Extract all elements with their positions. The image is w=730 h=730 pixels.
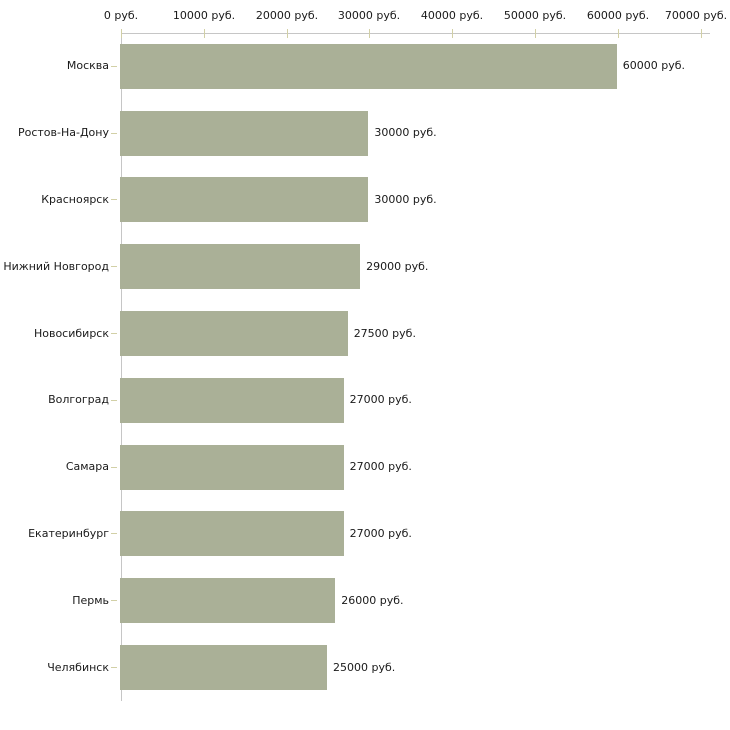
bar-row: Ростов-На-Дону 30000 руб. bbox=[0, 100, 730, 167]
x-axis-tick-label: 0 руб. bbox=[103, 9, 139, 22]
x-axis-tick-label: 20000 руб. bbox=[255, 9, 319, 22]
bar bbox=[120, 444, 344, 490]
x-axis-tick-label: 60000 руб. bbox=[586, 9, 650, 22]
x-axis-tick bbox=[701, 29, 702, 38]
y-axis-line bbox=[121, 33, 122, 701]
x-axis-line bbox=[121, 33, 710, 34]
value-label: 27000 руб. bbox=[349, 526, 412, 540]
bar bbox=[120, 578, 336, 624]
category-tick bbox=[111, 667, 117, 669]
bar bbox=[120, 43, 617, 89]
bar bbox=[120, 377, 344, 423]
bar-row: Нижний Новгород 29000 руб. bbox=[0, 233, 730, 300]
category-label: Челябинск bbox=[47, 660, 109, 674]
bar bbox=[120, 177, 369, 223]
bar-row: Челябинск 25000 руб. bbox=[0, 634, 730, 701]
x-axis-tick bbox=[452, 29, 453, 38]
category-tick bbox=[111, 533, 117, 535]
x-axis-tick bbox=[287, 29, 288, 38]
x-axis-tick bbox=[204, 29, 205, 38]
bar bbox=[120, 110, 369, 156]
category-tick bbox=[111, 199, 117, 201]
category-label: Пермь bbox=[72, 593, 109, 607]
x-axis-tick bbox=[369, 29, 370, 38]
bar bbox=[120, 511, 344, 557]
value-label: 27000 руб. bbox=[349, 393, 412, 407]
value-label: 27500 руб. bbox=[353, 326, 416, 340]
category-label: Екатеринбург bbox=[28, 526, 109, 540]
bar bbox=[120, 645, 327, 691]
x-axis-tick-label: 30000 руб. bbox=[337, 9, 401, 22]
value-label: 26000 руб. bbox=[341, 593, 404, 607]
value-label: 30000 руб. bbox=[374, 192, 437, 206]
category-label: Новосибирск bbox=[33, 326, 109, 340]
category-tick bbox=[111, 65, 117, 67]
plot-area: Москва 60000 руб. Ростов-На-Дону 30000 р… bbox=[0, 33, 730, 701]
category-tick bbox=[111, 466, 117, 468]
value-label: 60000 руб. bbox=[622, 59, 686, 73]
bar-row: Красноярск 30000 руб. bbox=[0, 167, 730, 234]
x-axis-tick bbox=[618, 29, 619, 38]
bar-row: Екатеринбург 27000 руб. bbox=[0, 501, 730, 568]
x-axis-tick-label: 10000 руб. bbox=[172, 9, 236, 22]
x-axis-tick bbox=[535, 29, 536, 38]
value-label: 25000 руб. bbox=[333, 660, 396, 674]
value-label: 30000 руб. bbox=[374, 126, 437, 140]
bar-row: Самара 27000 руб. bbox=[0, 434, 730, 501]
value-label: 29000 руб. bbox=[366, 259, 429, 273]
value-label: 27000 руб. bbox=[349, 460, 412, 474]
category-label: Красноярск bbox=[41, 192, 109, 206]
category-tick bbox=[111, 600, 117, 602]
x-axis-tick-label: 40000 руб. bbox=[420, 9, 484, 22]
bar bbox=[120, 311, 348, 357]
bar-row: Новосибирск 27500 руб. bbox=[0, 300, 730, 367]
category-label: Ростов-На-Дону bbox=[17, 126, 109, 140]
bar bbox=[120, 244, 361, 290]
category-tick bbox=[111, 399, 117, 401]
x-axis-tick-label: 70000 руб. bbox=[664, 9, 728, 22]
category-label: Самара bbox=[65, 460, 109, 474]
category-label: Москва bbox=[66, 59, 109, 73]
bar-row: Москва 60000 руб. bbox=[0, 33, 730, 100]
category-label: Нижний Новгород bbox=[3, 259, 109, 273]
category-tick bbox=[111, 132, 117, 134]
category-tick bbox=[111, 333, 117, 335]
bar-row: Волгоград 27000 руб. bbox=[0, 367, 730, 434]
x-axis-tick bbox=[121, 29, 122, 38]
bar-row: Пермь 26000 руб. bbox=[0, 567, 730, 634]
x-axis-tick-label: 50000 руб. bbox=[503, 9, 567, 22]
category-label: Волгоград bbox=[48, 393, 109, 407]
category-tick bbox=[111, 266, 117, 268]
